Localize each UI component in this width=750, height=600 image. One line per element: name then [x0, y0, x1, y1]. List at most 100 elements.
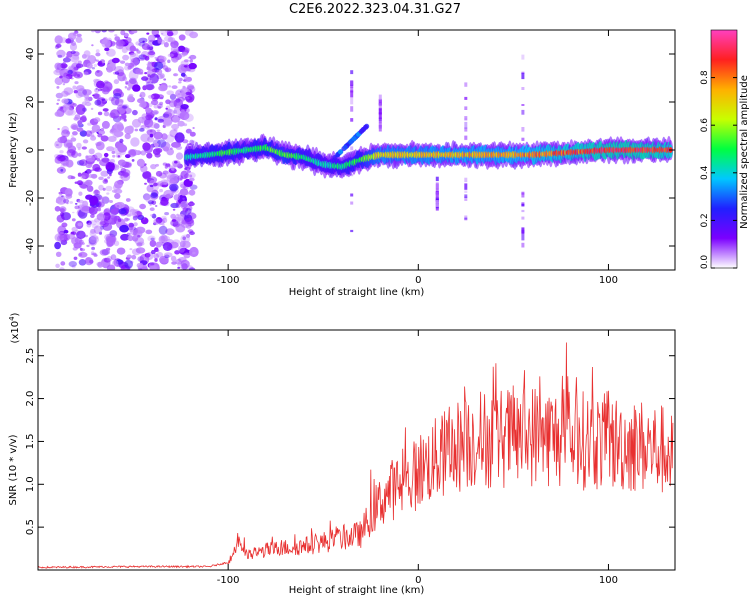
streak-cell — [464, 127, 468, 132]
noise-blob — [116, 247, 126, 255]
noise-blob — [59, 75, 63, 79]
y-tick-label: 0.5 — [25, 519, 36, 535]
noise-blob — [75, 36, 83, 43]
noise-blob — [92, 163, 101, 172]
noise-blob — [161, 32, 164, 35]
noise-blob — [184, 59, 189, 63]
noise-blob — [183, 239, 186, 243]
noise-blob — [130, 57, 139, 67]
noise-blob — [179, 177, 183, 181]
noise-blob — [152, 148, 161, 156]
noise-blob — [128, 51, 135, 56]
noise-blob — [105, 247, 111, 251]
noise-blob — [185, 233, 191, 239]
noise-blob — [57, 194, 66, 201]
noise-blob — [162, 146, 170, 152]
noise-blob — [136, 262, 144, 269]
noise-blob — [108, 96, 115, 102]
noise-blob — [158, 84, 168, 92]
noise-blob — [73, 90, 78, 94]
streak-cell — [464, 215, 468, 221]
noise-blob — [142, 142, 151, 151]
streak-cell — [350, 118, 354, 122]
noise-blob — [192, 127, 195, 129]
noise-blob — [114, 193, 121, 200]
branch-blob — [348, 139, 354, 145]
noise-blob — [172, 57, 179, 62]
noise-blob — [148, 51, 156, 56]
noise-blob — [162, 242, 173, 251]
noise-blob — [65, 193, 73, 199]
y-tick-label: -20 — [25, 190, 36, 206]
noise-blob — [129, 45, 136, 52]
noise-blob — [65, 198, 69, 201]
noise-blob — [93, 117, 101, 123]
noise-blob — [125, 198, 131, 202]
noise-blob — [78, 191, 83, 196]
noise-blob — [75, 91, 83, 99]
noise-blob — [177, 213, 185, 221]
noise-blob — [62, 61, 66, 65]
noise-blob — [106, 207, 111, 211]
noise-blob — [140, 133, 150, 143]
noise-blob — [165, 107, 168, 110]
noise-blob — [56, 214, 65, 223]
streak-cell — [521, 127, 525, 132]
noise-blob — [87, 122, 92, 126]
noise-blob — [115, 71, 120, 75]
noise-blob — [108, 30, 115, 33]
noise-blob — [85, 102, 92, 107]
noise-blob — [91, 246, 95, 250]
noise-blob — [145, 114, 153, 121]
noise-blob — [113, 79, 120, 85]
noise-blob — [107, 176, 111, 179]
streak-cell — [378, 112, 382, 119]
noise-blob — [180, 170, 189, 180]
snr-frame — [37, 329, 676, 571]
noise-blob — [90, 214, 95, 218]
noise-blob — [155, 170, 163, 177]
noise-blob — [173, 128, 178, 132]
noise-blob — [106, 146, 115, 152]
x-axis-label: Height of straight line (km) — [289, 585, 425, 596]
noise-blob — [66, 233, 76, 240]
noise-blob — [170, 219, 179, 227]
streak-cell — [350, 97, 354, 105]
noise-blob — [127, 235, 134, 242]
noise-blob — [187, 201, 195, 207]
noise-blob — [113, 92, 122, 99]
noise-blob — [188, 177, 195, 182]
noise-blob — [106, 192, 110, 195]
noise-blob — [100, 127, 105, 132]
noise-blob — [60, 168, 64, 172]
noise-blob — [166, 30, 173, 34]
noise-blob — [98, 130, 106, 135]
colorbar-tick-label: 0.8 — [700, 70, 710, 85]
noise-blob — [70, 137, 77, 142]
noise-blob — [109, 159, 116, 164]
noise-blob — [127, 95, 134, 102]
noise-blob — [135, 247, 146, 254]
noise-blob — [82, 63, 86, 67]
noise-blob — [94, 70, 103, 77]
noise-blob — [78, 251, 88, 258]
noise-blob — [175, 258, 183, 265]
noise-blob — [183, 123, 188, 127]
noise-blob — [57, 128, 60, 130]
noise-blob — [91, 124, 101, 133]
noise-blob — [169, 192, 174, 196]
noise-blob — [110, 254, 117, 261]
noise-blob — [142, 85, 147, 91]
noise-blob — [86, 62, 93, 69]
noise-blob — [67, 152, 72, 157]
noise-blob — [130, 226, 138, 236]
noise-blob — [118, 116, 122, 120]
noise-blob — [97, 88, 102, 92]
noise-blob — [91, 30, 95, 33]
noise-blob — [81, 101, 87, 106]
noise-blob — [172, 208, 176, 211]
noise-blob — [189, 59, 193, 63]
noise-blob — [129, 77, 137, 85]
noise-blob — [146, 32, 150, 35]
noise-blob — [144, 182, 147, 185]
